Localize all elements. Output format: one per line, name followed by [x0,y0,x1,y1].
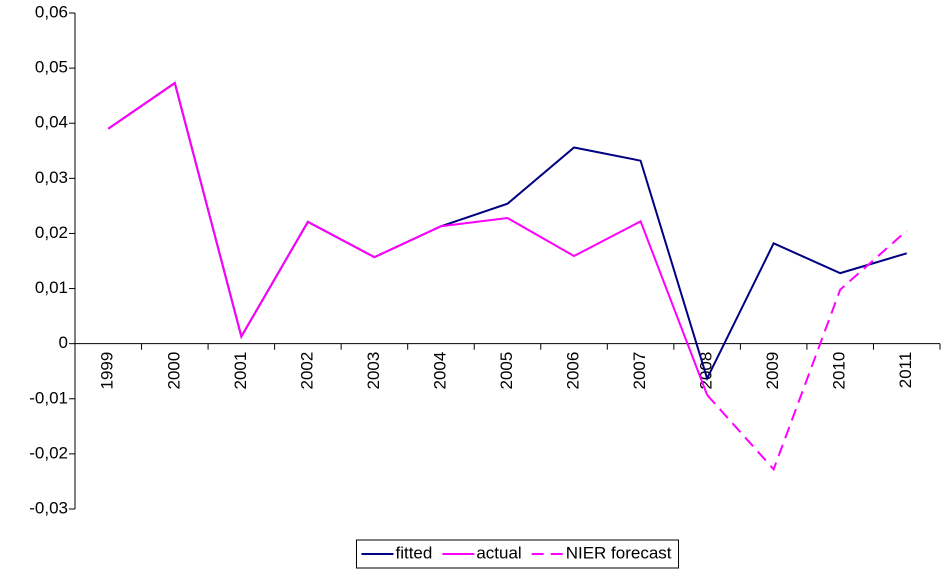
y-tick-label: -0,03 [29,498,68,517]
legend: fitted actual NIER forecast [355,539,680,569]
x-tick-label: 1999 [98,352,117,390]
y-tick-label: -0,01 [29,388,68,407]
series-line [706,229,908,472]
series-line [107,81,908,382]
y-tick-label: 0,01 [35,278,68,297]
x-tick-label: 2006 [564,352,583,390]
x-tick-label: 2011 [896,352,915,389]
legend-label: fitted [395,543,432,562]
x-tick-label: 2000 [164,352,183,390]
x-tick-label: 2003 [364,352,383,390]
y-tick-label: 0,05 [35,58,68,77]
y-tick-label: 0,02 [35,223,68,242]
x-tick-label: 2009 [763,352,782,390]
x-tick-label: 2008 [697,352,716,390]
x-tick-label: 2002 [297,352,316,390]
y-tick-label: 0,03 [35,168,68,187]
y-tick-label: 0,06 [35,2,68,21]
legend-label: NIER forecast [566,543,672,562]
y-tick-label: 0 [59,333,68,352]
y-tick-label: 0,04 [35,113,68,132]
y-tick-label: -0,02 [29,443,68,462]
x-tick-label: 2005 [497,352,516,390]
x-tick-label: 2001 [231,352,250,390]
x-tick-label: 2010 [830,352,849,390]
x-tick-label: 2004 [430,352,449,390]
legend-label: actual [476,543,521,562]
series-line [107,81,709,396]
x-tick-label: 2007 [630,352,649,390]
legend-box [355,539,680,569]
